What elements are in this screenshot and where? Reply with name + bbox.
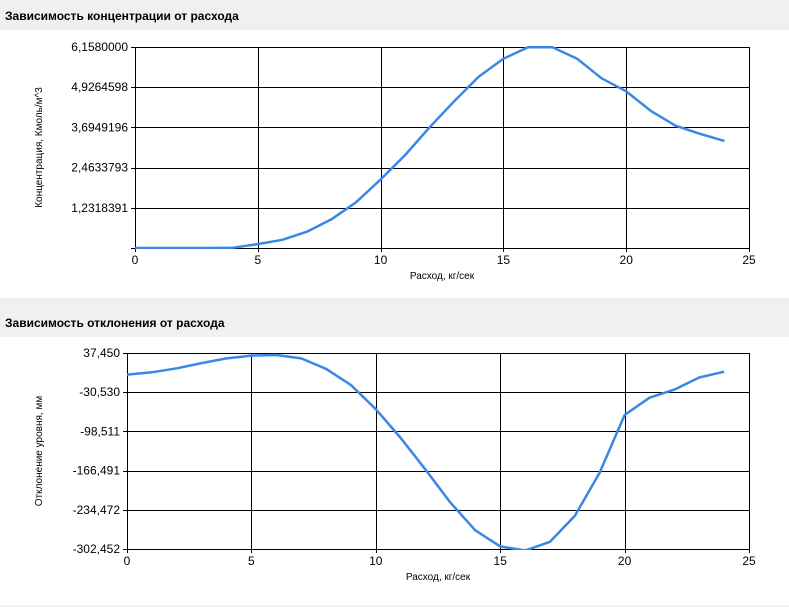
x-tick-label: 10 — [369, 554, 383, 568]
y-tick-label: -234,472 — [73, 503, 121, 517]
panel-header: Зависимость отклонения от расхода — [0, 307, 789, 337]
y-tick-label: -98,511 — [80, 424, 120, 438]
x-axis-title: Расход, кг/сек — [410, 271, 475, 282]
series-line — [135, 46, 725, 249]
y-tick-label: -166,491 — [73, 464, 121, 478]
y-tick-label: 4,9264598 — [71, 80, 128, 94]
concentration-chart: 0 5 10 15 20 25 1,2318391 2,4633793 3,6949196 4,9… — [34, 40, 756, 282]
chart-title: Зависимость концентрации от расхода — [5, 9, 239, 23]
y-tick-label: 6,1580000 — [71, 40, 128, 54]
panel-header: Зависимость концентрации от расхода — [0, 0, 789, 30]
series-line — [127, 353, 725, 550]
x-axis-title: Расход, кг/сек — [406, 572, 471, 583]
y-tick-label: -30,530 — [79, 385, 120, 399]
x-tick-label: 5 — [254, 253, 261, 267]
y-tick-label: 3,6949196 — [71, 120, 128, 134]
chart-area: 0 5 10 15 20 25 -302,452 -234,472 -166,491 -98,51… — [0, 337, 789, 605]
y-axis-title: Концентрация, Кмоль/м^3 — [34, 87, 45, 208]
x-tick-label: 15 — [497, 253, 511, 267]
y-tick-label: -302,452 — [73, 542, 121, 556]
x-tick-label: 25 — [742, 554, 756, 568]
y-axis-title: Отклонение уровня, мм — [34, 396, 45, 507]
chart-area: 0 5 10 15 20 25 1,2318391 2,4633793 3,6949196 4,9… — [0, 30, 789, 298]
x-tick-label: 15 — [494, 554, 508, 568]
y-tick-label: 37,450 — [83, 346, 120, 360]
y-tick-label: 2,4633793 — [71, 161, 128, 175]
deviation-chart: 0 5 10 15 20 25 -302,452 -234,472 -166,491 -98,51… — [34, 346, 756, 583]
x-tick-label: 25 — [742, 253, 756, 267]
x-tick-label: 20 — [620, 253, 634, 267]
x-tick-label: 10 — [374, 253, 388, 267]
x-tick-label: 5 — [248, 554, 255, 568]
deviation-chart-panel: Зависимость отклонения от расхода 0 5 10 15… — [0, 307, 789, 605]
concentration-chart-panel: Зависимость концентрации от расхода 0 5 10… — [0, 0, 789, 298]
x-tick-label: 0 — [132, 253, 139, 267]
y-tick-label: 1,2318391 — [71, 201, 128, 215]
chart-title: Зависимость отклонения от расхода — [5, 316, 225, 330]
x-tick-label: 0 — [124, 554, 131, 568]
x-tick-label: 20 — [618, 554, 632, 568]
